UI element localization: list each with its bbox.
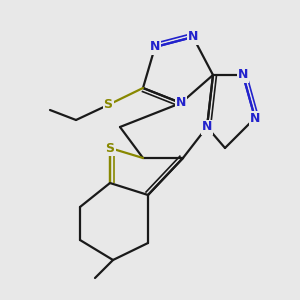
Text: S: S — [106, 142, 115, 154]
Text: S: S — [103, 98, 112, 112]
Text: N: N — [202, 121, 212, 134]
Text: N: N — [150, 40, 160, 53]
Text: N: N — [250, 112, 260, 124]
Text: N: N — [188, 31, 198, 44]
Text: N: N — [176, 97, 186, 110]
Text: N: N — [238, 68, 248, 82]
